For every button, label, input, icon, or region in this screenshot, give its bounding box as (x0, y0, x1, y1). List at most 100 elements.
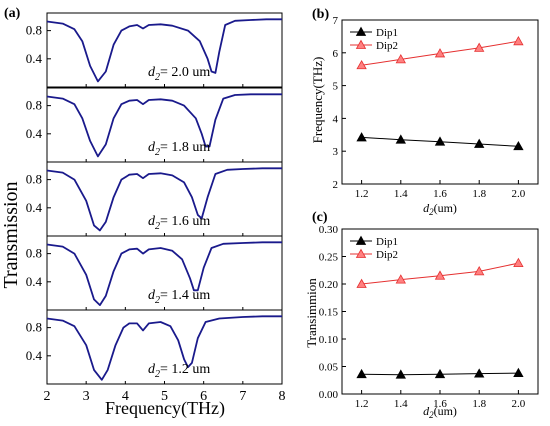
annotation-sub: 2 (155, 147, 160, 158)
panel-b: (b) Frequency(THz) d2(um) 1.2 1.4 1.6 1.8 2.… (310, 7, 539, 217)
y-tick-label: 0.8 (26, 172, 42, 187)
series-dip1 (356, 367, 524, 379)
y-tick-label: 0.4 (26, 348, 43, 363)
data-point (395, 134, 406, 144)
spectrum-subplot: 0.4 0.8 d2= 1.2 um (26, 309, 283, 385)
x-tick-label: 1.8 (472, 188, 486, 200)
panel-a-label: (a) (4, 6, 21, 21)
data-point (356, 59, 367, 70)
y-tick-label: 7 (333, 15, 339, 27)
data-point (513, 367, 524, 378)
legend-marker (355, 235, 367, 245)
x-tick-label: 1.4 (394, 398, 408, 410)
panel-b-xlabel-sub: 2 (429, 207, 434, 217)
x-tick-label: 4 (122, 389, 129, 404)
transmission-curve (46, 241, 282, 307)
annotation-sub: 2 (155, 369, 160, 380)
legend-entry: Dip1 (350, 26, 398, 39)
y-tick-label: 0.8 (26, 320, 42, 335)
y-tick-label: 0.05 (319, 362, 339, 374)
y-tick-label: 0.15 (319, 307, 339, 319)
y-tick-label: 4 (333, 113, 339, 125)
annotation-sub: 2 (155, 221, 160, 232)
y-tick-label: 0.4 (26, 51, 43, 66)
legend-marker (355, 248, 367, 258)
panel-c-xlabel: d2(um) (423, 404, 457, 420)
legend-label: Dip2 (376, 40, 398, 52)
data-point (395, 54, 406, 64)
legend-marker (355, 39, 367, 49)
y-tick-label: 0.20 (319, 279, 339, 291)
legend-label: Dip2 (376, 249, 398, 261)
spectrum-subplot: 0.4 0.8 d2= 1.6 um (26, 161, 283, 237)
data-point (474, 266, 485, 276)
annotation-value: = 2.0 um (160, 65, 210, 80)
panel-c-xlabel-sub: 2 (429, 410, 434, 420)
spectrum-subplot: 0.4 0.8 d2= 1.8 um (26, 87, 283, 163)
legend-label: Dip1 (376, 27, 398, 39)
panel-b-label: (b) (312, 7, 329, 22)
annotation-d: d (148, 288, 156, 303)
panel-a-x-axis: 2 3 4 5 6 7 8 (44, 389, 286, 404)
x-tick-label: 1.6 (433, 188, 447, 200)
transmission-curve (46, 93, 282, 158)
annotation-d: d (148, 214, 156, 229)
legend-entry: Dip2 (350, 39, 398, 52)
series-dip2 (356, 36, 524, 70)
panel-b-xlabel: d2(um) (423, 201, 457, 217)
y-tick-label: 0.4 (26, 126, 43, 141)
panel-c-xlabel-unit: (um) (434, 404, 457, 418)
data-point (434, 368, 446, 379)
y-tick-label: 0.30 (319, 224, 339, 236)
panel-c-ylabel: Transimmion (304, 278, 319, 348)
y-tick-label: 0.8 (26, 246, 42, 261)
annotation-d: d (148, 65, 156, 80)
annotation-d: d (148, 362, 156, 377)
panel-c-xlabel-d: d (423, 404, 430, 418)
y-tick-label: 0.4 (26, 200, 43, 215)
x-tick-label: 6 (200, 389, 207, 404)
thickness-annotation: d2= 2.0 um (148, 65, 210, 83)
data-point (513, 140, 524, 151)
thickness-annotation: d2= 1.2 um (148, 362, 210, 380)
panel-a-xlabel: Frequency(THz) (105, 398, 225, 419)
transmission-curve (46, 18, 282, 83)
thickness-annotation: d2= 1.8 um (148, 140, 210, 158)
panel-c: (c) Transimmion d2(um) 1.2 1.4 1.6 1.8 2.00.… (304, 210, 539, 420)
annotation-sub: 2 (155, 295, 160, 306)
annotation-value: = 1.8 um (160, 140, 210, 155)
y-tick-label: 5 (333, 81, 339, 93)
data-point (356, 132, 367, 142)
spectrum-subplot: 0.4 0.8 d2= 1.4 um (26, 235, 283, 311)
series-dip1 (356, 132, 524, 151)
annotation-value: = 1.4 um (160, 288, 210, 303)
data-point (474, 42, 485, 52)
data-point (513, 257, 524, 268)
data-point (434, 48, 446, 58)
transmission-curve (46, 315, 282, 381)
x-tick-label: 5 (161, 389, 168, 404)
y-tick-label: 0.8 (26, 23, 42, 38)
panel-a-ylabel: Transmission (0, 181, 22, 288)
data-point (474, 368, 485, 378)
legend-label: Dip1 (376, 236, 398, 248)
y-tick-label: 0.4 (26, 274, 43, 289)
spectrum-subplot: 0.4 0.8 d2= 2.0 um (26, 12, 283, 88)
panel-b-ylabel: Frequency(THz) (310, 57, 325, 144)
thickness-annotation: d2= 1.4 um (148, 288, 210, 306)
data-point (474, 138, 485, 148)
data-point (395, 369, 406, 379)
legend-entry: Dip2 (350, 248, 398, 261)
annotation-sub: 2 (155, 72, 160, 83)
y-tick-label: 0.10 (319, 334, 339, 346)
y-tick-label: 2 (333, 179, 339, 191)
legend-entry: Dip1 (350, 235, 398, 248)
y-tick-label: 3 (333, 146, 339, 158)
x-tick-label: 8 (279, 389, 286, 404)
legend-marker (355, 26, 367, 36)
x-tick-label: 2.0 (512, 188, 526, 200)
data-point (434, 136, 446, 146)
panel-c-label: (c) (312, 210, 328, 225)
